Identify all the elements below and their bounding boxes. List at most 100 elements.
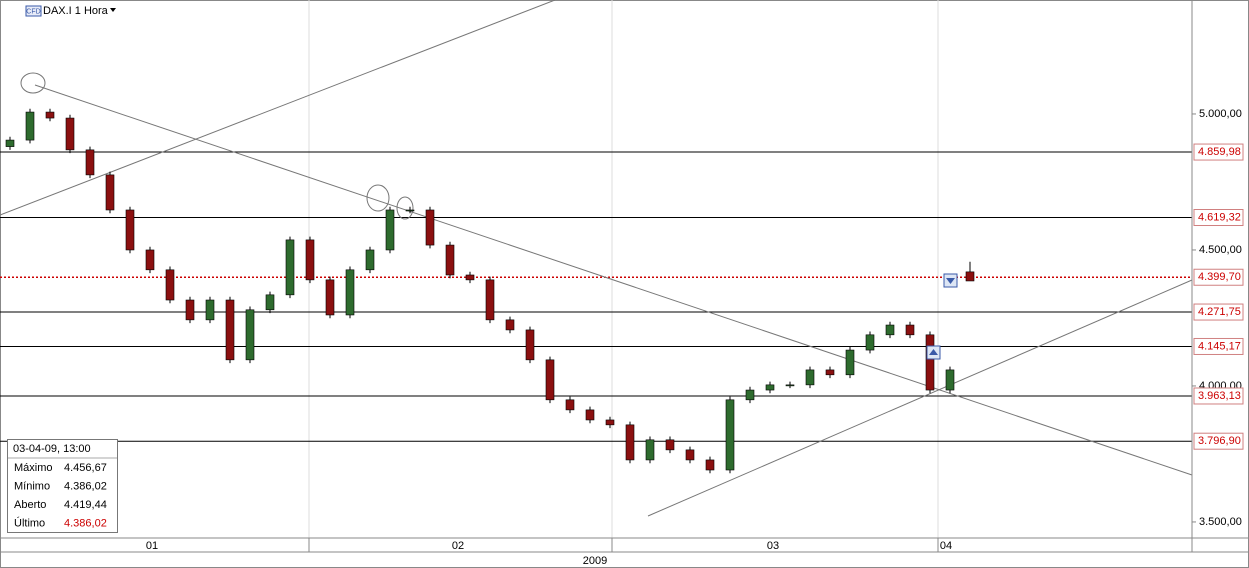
candle-body <box>965 271 975 282</box>
candle-body <box>685 449 695 461</box>
candle-body <box>5 139 15 147</box>
candle-body <box>105 174 115 211</box>
info-value: 4.456,67 <box>64 462 107 474</box>
highlight-circle <box>366 184 390 212</box>
candle-body <box>945 369 955 391</box>
candle-body <box>925 334 935 391</box>
info-frame <box>7 439 118 533</box>
sell-arrow <box>946 278 955 284</box>
candle-body <box>245 309 255 361</box>
candle-body <box>325 279 335 316</box>
level-label: 4.399,70 <box>1198 271 1241 283</box>
x-tick-label: 01 <box>146 540 158 552</box>
candle-body <box>165 269 175 301</box>
chart-title[interactable]: DAX.I 1 Hora <box>43 5 109 17</box>
info-box: 03-04-09, 13:00 Máximo 4.456,67 Mínimo 4.38… <box>7 439 118 533</box>
candle-body <box>65 117 75 151</box>
candle-body <box>825 369 835 376</box>
highlight-circle <box>396 196 414 220</box>
candle-body <box>405 209 415 212</box>
level-label: 4.145,17 <box>1198 340 1241 352</box>
y-tick-label: 5.000,00 <box>1199 108 1242 120</box>
level-tag <box>1193 209 1244 227</box>
highlight-circle <box>20 72 46 94</box>
level-label: 3.796,90 <box>1198 435 1241 447</box>
x-tick-label: 02 <box>452 540 464 552</box>
candle-body <box>565 399 575 411</box>
level-tag <box>1193 143 1244 161</box>
trend-line <box>647 279 1193 517</box>
candle-body <box>345 269 355 316</box>
candle-body <box>905 324 915 336</box>
info-value: 4.386,02 <box>64 517 107 529</box>
candle-body <box>185 299 195 321</box>
badge <box>25 5 42 17</box>
candle-body <box>285 239 295 296</box>
candle-body <box>785 384 795 387</box>
candle-body <box>125 209 135 251</box>
badge-text: CFD <box>26 8 40 15</box>
x-tick-label: 04 <box>940 540 952 552</box>
info-label: Aberto <box>14 499 46 511</box>
y-tick-label: 3.500,00 <box>1199 516 1242 528</box>
levels <box>0 151 1192 442</box>
candle-body <box>505 319 515 331</box>
info-label: Mínimo <box>14 480 50 492</box>
level-tag <box>1193 432 1244 450</box>
candle-body <box>845 349 855 376</box>
candle-body <box>725 399 735 471</box>
candle-body <box>425 209 435 246</box>
candle-body <box>445 244 455 276</box>
trend-line <box>0 0 556 216</box>
candle-body <box>665 439 675 451</box>
level-label: 3.963,13 <box>1198 390 1241 402</box>
level-tag <box>1193 268 1244 286</box>
candle-body <box>885 324 895 336</box>
candle-body <box>305 239 315 281</box>
level-tag <box>1193 303 1244 321</box>
info-title: 03-04-09, 13:00 <box>13 443 91 455</box>
level-tag <box>1193 337 1244 355</box>
candle-body <box>705 459 715 471</box>
level-label: 4.619,32 <box>1198 211 1241 223</box>
candle-body <box>465 274 475 281</box>
level-label: 4.271,75 <box>1198 306 1241 318</box>
candle-body <box>265 294 275 311</box>
info-label: Último <box>14 516 45 529</box>
candle-body <box>85 149 95 176</box>
buy-arrow <box>929 349 938 355</box>
candle-body <box>145 249 155 271</box>
candle-body <box>525 329 535 361</box>
candle-body <box>45 111 55 119</box>
candle-body <box>865 334 875 351</box>
level-label: 4.859,98 <box>1198 146 1241 158</box>
candle-body <box>625 424 635 461</box>
candle-body <box>485 279 495 321</box>
candles <box>5 108 975 474</box>
candle-body <box>585 409 595 421</box>
info-label: Máximo <box>14 462 53 474</box>
candle-body <box>645 439 655 461</box>
y-tick-label: 4.500,00 <box>1199 244 1242 256</box>
candle-body <box>225 299 235 361</box>
year-label: 2009 <box>583 555 607 567</box>
info-value: 4.419,44 <box>64 499 107 511</box>
candle-body <box>365 249 375 271</box>
dropdown-arrow[interactable] <box>110 8 116 12</box>
candle-body <box>765 384 775 391</box>
level-tag <box>1193 387 1244 405</box>
candle-body <box>205 299 215 321</box>
drawings <box>0 0 1193 517</box>
candle-body <box>385 209 395 251</box>
candle-body <box>545 359 555 401</box>
candle-body <box>25 111 35 141</box>
x-tick-label: 03 <box>767 540 779 552</box>
signal-markers <box>926 273 958 360</box>
info-value: 4.386,02 <box>64 480 107 492</box>
trend-line <box>34 84 1193 476</box>
candle-body <box>745 389 755 401</box>
candle-body <box>605 419 615 426</box>
candle-body <box>805 369 815 386</box>
